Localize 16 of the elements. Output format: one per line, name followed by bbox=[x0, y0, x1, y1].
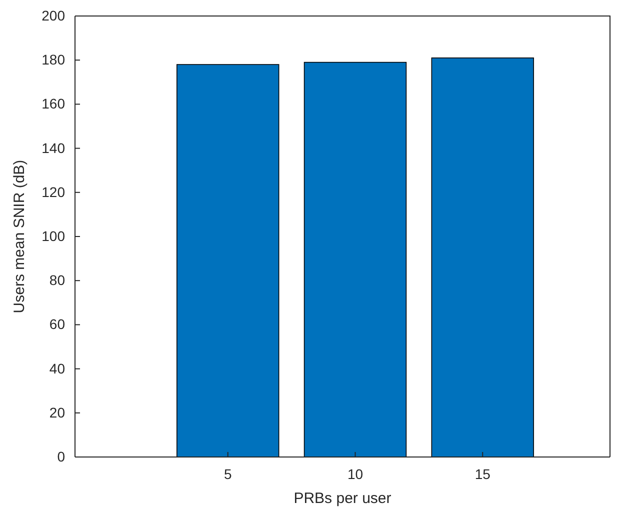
y-tick-label: 0 bbox=[57, 448, 66, 464]
y-tick-label: 80 bbox=[49, 272, 66, 288]
x-tick-label: 10 bbox=[347, 466, 364, 482]
y-tick-label: 200 bbox=[42, 7, 66, 24]
y-axis-title: Users mean SNIR (dB) bbox=[11, 160, 28, 314]
x-tick-label: 5 bbox=[224, 466, 232, 482]
y-tick-label: 20 bbox=[49, 404, 66, 420]
x-axis-title: PRBs per user bbox=[294, 490, 392, 507]
y-tick-label: 160 bbox=[42, 96, 66, 112]
y-tick-label: 40 bbox=[49, 360, 66, 376]
x-tick-label: 15 bbox=[474, 466, 491, 482]
y-tick-label: 60 bbox=[49, 316, 66, 332]
y-tick-label: 100 bbox=[42, 228, 66, 244]
y-tick-label: 140 bbox=[42, 140, 66, 156]
y-tick-label: 180 bbox=[42, 52, 66, 68]
y-tick-label: 120 bbox=[42, 184, 66, 200]
